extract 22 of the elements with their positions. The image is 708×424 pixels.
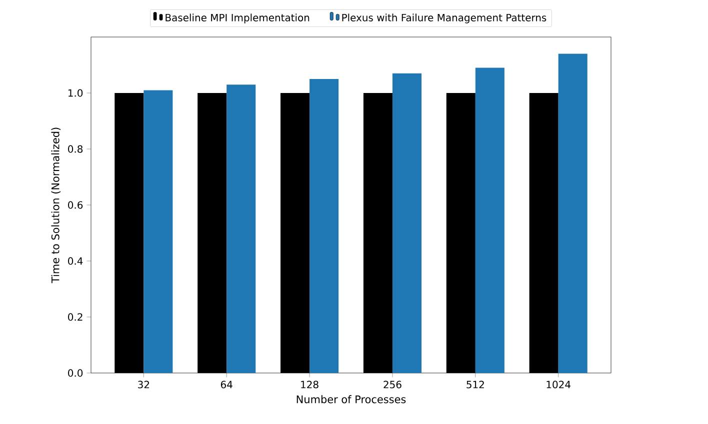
x-tick-label: 32: [138, 380, 150, 388]
y-tick-label: 0.4: [68, 257, 83, 265]
legend-label: Baseline MPI Implementation: [166, 14, 310, 24]
bar: [144, 90, 173, 373]
legend-label: Plexus with Failure Management Patterns: [342, 14, 546, 24]
x-tick-label: 256: [384, 380, 402, 388]
y-tick-label: 0.0: [68, 369, 83, 377]
x-tick-label: 1024: [546, 380, 570, 388]
bar: [392, 73, 422, 373]
x-tick-label: 64: [220, 380, 232, 388]
x-axis-title: Number of Processes: [296, 395, 406, 404]
bar: [226, 84, 256, 373]
y-tick-label: 0.8: [68, 145, 83, 153]
y-axis-title: Time to Solution (Normalized): [51, 128, 61, 284]
x-tick-label: 128: [301, 380, 318, 388]
x-tick-label: 512: [466, 380, 484, 388]
bar: [475, 68, 504, 373]
y-tick-label: 0.2: [68, 313, 82, 321]
bar: [558, 54, 588, 373]
y-tick-label: 0.6: [68, 201, 83, 209]
bar: [310, 78, 339, 373]
y-tick-label: 1.0: [68, 89, 83, 97]
